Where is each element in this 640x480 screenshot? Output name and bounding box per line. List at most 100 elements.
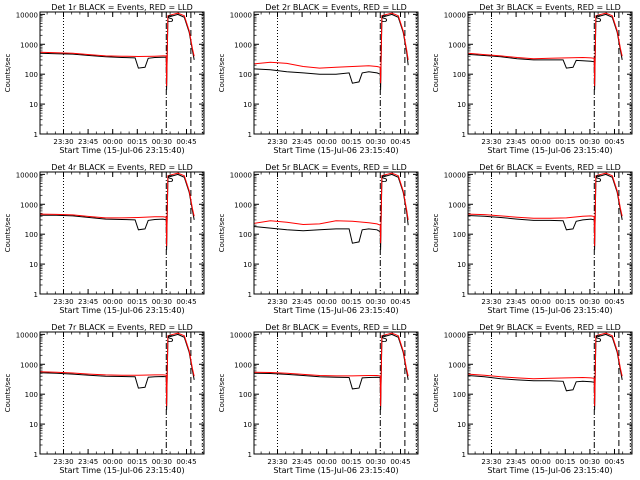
panel-det-8: Det 8r BLACK = Events, RED = LLD Counts/s… <box>218 323 419 475</box>
panel-title: Det 6r BLACK = Events, RED = LLD <box>479 163 621 172</box>
plot-frame <box>39 331 205 455</box>
x-axis-label: Start Time (15-Jul-06 23:15:40) <box>273 306 398 315</box>
events-series-line <box>254 333 409 410</box>
x-tick-label: 00:30 <box>366 298 386 306</box>
x-axis-label: Start Time (15-Jul-06 23:15:40) <box>487 306 612 315</box>
y-tick-label: 1000 <box>234 201 252 209</box>
y-tick-label: 10000 <box>444 331 466 339</box>
y-tick-label: 1000 <box>448 201 466 209</box>
events-series-line <box>40 13 195 90</box>
panel-det-1: Det 1r BLACK = Events, RED = LLD Counts/s… <box>4 3 205 155</box>
plot-frame <box>253 11 419 135</box>
y-tick-label: 100 <box>453 231 466 239</box>
x-tick-label: 00:30 <box>580 138 600 146</box>
x-tick-label: 23:30 <box>53 298 73 306</box>
x-tick-label: 00:30 <box>152 298 172 306</box>
y-axis-label: Counts/sec <box>4 214 12 253</box>
y-tick-label: 10 <box>243 421 252 429</box>
x-tick-label: 23:45 <box>506 458 526 466</box>
x-axis-label: Start Time (15-Jul-06 23:15:40) <box>59 466 184 475</box>
lld-series-line <box>468 332 623 407</box>
x-tick-label: 23:45 <box>506 138 526 146</box>
lld-series-line <box>40 332 195 407</box>
y-tick-label: 10000 <box>444 11 466 19</box>
y-axis-label: Counts/sec <box>218 214 226 253</box>
events-series-line <box>468 333 623 410</box>
panel-title: Det 1r BLACK = Events, RED = LLD <box>51 3 193 12</box>
plot-frame <box>467 331 633 455</box>
x-tick-label: 23:45 <box>78 458 98 466</box>
y-tick-label: 100 <box>25 71 38 79</box>
y-tick-label: 10 <box>243 261 252 269</box>
y-tick-label: 100 <box>25 231 38 239</box>
x-tick-label: 00:00 <box>103 138 123 146</box>
y-tick-label: 10 <box>457 101 466 109</box>
saa-marker-label: S <box>381 174 387 185</box>
y-tick-label: 1 <box>248 291 252 299</box>
saa-marker-label: S <box>167 14 173 25</box>
x-tick-label: 00:15 <box>555 298 575 306</box>
x-tick-label: 00:45 <box>390 458 410 466</box>
x-tick-label: 00:30 <box>366 458 386 466</box>
y-tick-label: 1 <box>462 291 466 299</box>
x-axis-label: Start Time (15-Jul-06 23:15:40) <box>487 146 612 155</box>
y-tick-label: 1000 <box>448 361 466 369</box>
saa-marker-label: S <box>167 334 173 345</box>
y-axis-label: Counts/sec <box>218 374 226 413</box>
x-tick-label: 00:15 <box>341 458 361 466</box>
y-tick-label: 1 <box>34 291 38 299</box>
x-tick-label: 00:15 <box>341 138 361 146</box>
y-tick-label: 1000 <box>20 41 38 49</box>
x-tick-label: 23:30 <box>53 458 73 466</box>
x-tick-label: 23:30 <box>267 138 287 146</box>
x-tick-label: 23:45 <box>292 138 312 146</box>
x-tick-label: 00:00 <box>531 298 551 306</box>
saa-marker-label: S <box>167 174 173 185</box>
y-tick-label: 100 <box>239 231 252 239</box>
y-tick-label: 1 <box>34 131 38 139</box>
y-tick-label: 10 <box>457 421 466 429</box>
x-tick-label: 00:00 <box>317 458 337 466</box>
y-tick-label: 1 <box>462 131 466 139</box>
x-tick-label: 00:00 <box>317 298 337 306</box>
x-tick-label: 00:15 <box>341 298 361 306</box>
x-tick-label: 00:45 <box>176 458 196 466</box>
x-tick-label: 23:45 <box>78 138 98 146</box>
y-tick-label: 100 <box>453 391 466 399</box>
x-tick-label: 00:15 <box>555 458 575 466</box>
x-tick-label: 00:00 <box>317 138 337 146</box>
x-tick-label: 00:30 <box>580 298 600 306</box>
y-tick-label: 1 <box>248 131 252 139</box>
x-tick-label: 23:30 <box>481 138 501 146</box>
x-tick-label: 00:30 <box>152 458 172 466</box>
x-tick-label: 00:15 <box>127 138 147 146</box>
lld-series-line <box>40 172 195 247</box>
y-tick-label: 10 <box>29 101 38 109</box>
x-tick-label: 23:30 <box>267 298 287 306</box>
x-tick-label: 00:45 <box>604 138 624 146</box>
x-tick-label: 00:30 <box>152 138 172 146</box>
events-series-line <box>40 173 195 250</box>
x-tick-label: 00:30 <box>366 138 386 146</box>
plot-frame <box>253 331 419 455</box>
y-tick-label: 1000 <box>234 361 252 369</box>
x-tick-label: 00:15 <box>555 138 575 146</box>
y-tick-label: 1 <box>248 451 252 459</box>
x-axis-label: Start Time (15-Jul-06 23:15:40) <box>273 466 398 475</box>
saa-marker-label: S <box>595 334 601 345</box>
x-tick-label: 23:30 <box>53 138 73 146</box>
panel-det-6: Det 6r BLACK = Events, RED = LLD Counts/s… <box>432 163 633 315</box>
panel-title: Det 8r BLACK = Events, RED = LLD <box>265 323 407 332</box>
y-tick-label: 10000 <box>16 11 38 19</box>
x-tick-label: 23:30 <box>481 458 501 466</box>
x-axis-label: Start Time (15-Jul-06 23:15:40) <box>273 146 398 155</box>
x-tick-label: 00:45 <box>390 298 410 306</box>
events-series-line <box>40 333 195 410</box>
y-tick-label: 1000 <box>20 361 38 369</box>
y-tick-label: 10 <box>29 421 38 429</box>
events-series-line <box>254 173 409 250</box>
y-tick-label: 10000 <box>230 11 252 19</box>
plot-frame <box>253 171 419 295</box>
x-tick-label: 00:15 <box>127 298 147 306</box>
